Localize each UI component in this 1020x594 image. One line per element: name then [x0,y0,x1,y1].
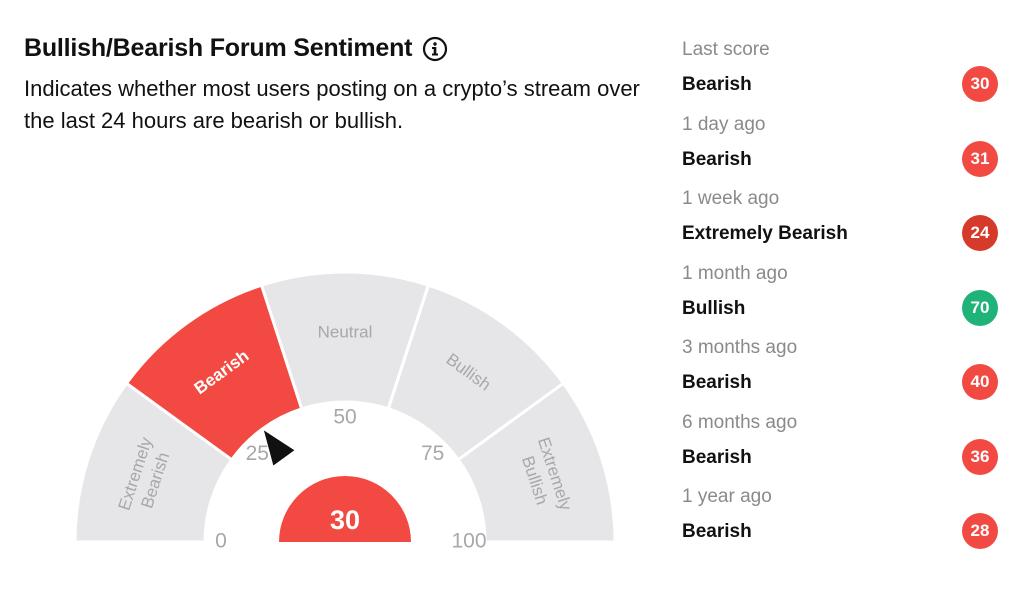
history-row: Last score Bearish 30 [682,38,1002,113]
gauge-needle [263,430,295,466]
history-period: 6 months ago [682,411,798,433]
history-score-badge: 28 [962,513,998,549]
history-sentiment: Bearish [682,372,752,393]
history-score-badge: 40 [962,364,998,400]
history-period: 1 week ago [682,188,780,209]
history-row: 6 months ago Bearish 36 [682,411,1002,486]
history-score-badge: 31 [962,140,998,177]
gauge-score-hub [279,476,411,542]
history-score-badge: 24 [962,215,998,251]
history-sentiment: Bearish [682,74,752,95]
info-icon[interactable] [422,36,448,62]
history-period: 1 year ago [682,486,772,507]
history-sentiment: Bearish [682,446,752,468]
history-row: 1 week ago Extremely Bearish 24 [682,187,1002,262]
history-period: 1 month ago [682,262,788,284]
gauge-tick-label: 0 [215,530,227,553]
gauge-tick-label: 50 [333,406,356,429]
history-sentiment: Extremely Bearish [682,223,848,244]
history-period: 3 months ago [682,337,798,358]
history-sentiment: Bearish [682,148,752,170]
gauge-segment-label: Neutral [318,322,373,341]
gauge-score-value: 30 [330,505,360,535]
history-period: Last score [682,39,770,60]
gauge-tick-label: 100 [451,530,486,553]
history-row: 1 year ago Bearish 28 [682,485,1002,560]
history-sentiment: Bearish [682,521,752,542]
history-score-badge: 70 [962,289,998,326]
sentiment-history: Last score Bearish 30 1 day ago Bearish 31 1 w… [682,38,1002,560]
page-description: Indicates whether most users posting on … [24,76,640,133]
history-row: 1 month ago Bullish 70 [682,262,1002,337]
history-sentiment: Bullish [682,297,746,319]
title-row: Bullish/Bearish Forum Sentiment [24,34,664,63]
page-title: Bullish/Bearish Forum Sentiment [24,34,413,62]
history-row: 1 day ago Bearish 31 [682,113,1002,188]
history-period: 1 day ago [682,113,766,135]
history-score-badge: 30 [962,66,998,102]
gauge-tick-label: 75 [421,442,444,465]
history-score-badge: 36 [962,438,998,475]
sentiment-gauge: ExtremelyBearish Bearish Neutral Bullish Ext… [50,248,640,553]
gauge-segment-extremely-bullish [456,381,617,544]
sentiment-panel: Bullish/Bearish Forum Sentiment Indicate… [24,34,664,574]
gauge-tick-label: 25 [246,442,269,465]
history-row: 3 months ago Bearish 40 [682,336,1002,411]
